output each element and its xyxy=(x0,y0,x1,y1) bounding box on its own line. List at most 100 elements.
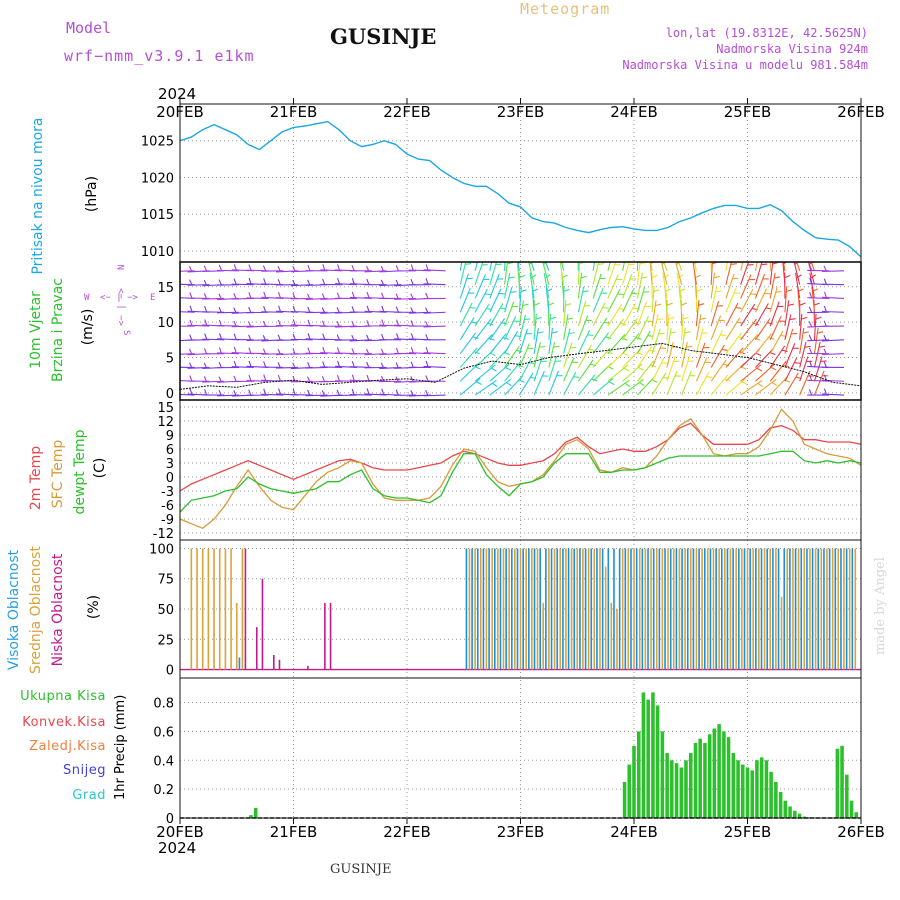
wind-barb xyxy=(518,300,524,327)
altitude-label: Nadmorska Visina 924m xyxy=(716,42,868,56)
wind-barb-feather xyxy=(425,334,429,341)
wind-barb-feather xyxy=(175,349,177,355)
wind-barb-feather xyxy=(175,389,177,395)
wind-barb xyxy=(563,357,575,382)
wind-barb-feather xyxy=(366,291,370,298)
wind-barb-feather xyxy=(425,375,429,382)
wind-barb xyxy=(740,303,756,327)
wind-barb xyxy=(423,311,446,314)
wind-barb-feather xyxy=(721,348,728,352)
wind-barb-feather xyxy=(189,362,193,369)
wind-barb-feather xyxy=(544,274,551,279)
wind-barb-feather xyxy=(491,382,498,388)
wind-barb xyxy=(821,310,844,313)
wind-barb-feather xyxy=(262,320,267,327)
wind-barb-feather xyxy=(663,274,670,279)
wind-barb xyxy=(795,272,801,299)
wind-barb xyxy=(622,378,644,396)
wind-barb-feather xyxy=(781,247,786,250)
wind-barb-feather xyxy=(292,305,296,312)
wind-barb xyxy=(695,342,706,368)
wind-barb xyxy=(563,328,571,354)
precip-bar xyxy=(774,781,778,818)
wind-barb xyxy=(710,262,713,285)
wind-barb xyxy=(474,262,478,271)
wind-barb xyxy=(489,262,498,285)
wind-barb-feather xyxy=(189,279,193,286)
wind-barb-feather xyxy=(263,361,267,368)
wind-ytick-label: 0 xyxy=(166,387,174,402)
wind-barb-feather xyxy=(233,278,237,285)
compass-e-label: E xyxy=(150,293,155,303)
wind-barb-feather xyxy=(505,366,511,371)
wind-barb xyxy=(577,262,579,271)
wind-barb xyxy=(504,301,515,327)
wind-barb xyxy=(807,262,815,285)
wind-barb-feather xyxy=(203,265,208,272)
wind-barb-feather xyxy=(233,390,237,397)
wind-barb-feather xyxy=(204,389,208,396)
wind-barb-feather xyxy=(715,290,722,293)
wind-barb-feather xyxy=(775,291,782,293)
wind-barb xyxy=(681,327,686,354)
frame-layer xyxy=(179,98,862,824)
wind-barb xyxy=(607,318,625,341)
wind-barb-feather xyxy=(248,374,252,381)
temperature-ylabel-dewpt: dewpt Temp xyxy=(72,429,88,514)
wind-barb-feather xyxy=(248,264,252,271)
wind-barb-feather xyxy=(233,333,237,340)
wind-barb xyxy=(725,273,735,299)
wind-barb xyxy=(592,377,614,396)
wind-barb-feather xyxy=(565,303,572,306)
wind-barb-feather xyxy=(602,307,609,309)
wind-barb-feather xyxy=(233,320,237,327)
precip-bar xyxy=(849,800,854,818)
wind-barb-feather xyxy=(656,318,663,321)
wind-barb-feather xyxy=(597,263,605,265)
wind-barb-feather xyxy=(351,320,355,327)
precip-bar xyxy=(726,737,731,818)
wind-barb-feather xyxy=(584,305,591,307)
wind-barb-feather xyxy=(322,264,326,271)
wind-barb-feather xyxy=(563,288,570,292)
wind-barb xyxy=(577,359,594,382)
wind-barb-feather xyxy=(757,382,764,388)
wind-barb-feather xyxy=(189,305,193,312)
wind-barb xyxy=(650,262,653,271)
wind-barb-feather xyxy=(573,376,580,378)
wind-barb xyxy=(607,289,621,313)
wind-barb-feather xyxy=(808,321,813,328)
wind-barb xyxy=(592,332,610,354)
wind-barb xyxy=(408,269,431,272)
wind-barb xyxy=(710,344,725,368)
wind-barb xyxy=(799,356,809,382)
wind-barb xyxy=(755,333,773,354)
wind-barb xyxy=(784,372,799,396)
wind-barb xyxy=(651,343,663,368)
wind-barb-feather xyxy=(262,348,267,355)
wind-ytick-label: 5 xyxy=(166,352,174,367)
wind-barb-feather xyxy=(381,388,385,395)
wind-barb xyxy=(695,328,704,354)
temperature-line-0 xyxy=(179,422,862,492)
wind-barb-feather xyxy=(698,303,705,306)
wind-barb-feather xyxy=(233,361,237,368)
wind-barb xyxy=(636,262,641,285)
wind-barb-feather xyxy=(395,389,399,396)
wind-barb xyxy=(548,370,559,396)
precip-bar xyxy=(698,738,702,818)
wind-barb-feather xyxy=(649,247,654,250)
wind-barb-feather xyxy=(263,306,267,313)
precip-bar xyxy=(712,728,717,818)
wind-barb xyxy=(577,300,587,327)
wind-barb-feather xyxy=(262,265,267,272)
wind-barb xyxy=(246,379,269,382)
wind-barb-feather xyxy=(606,351,613,355)
wind-barb-feather xyxy=(366,348,370,355)
wind-barb-feather xyxy=(336,334,340,341)
wind-barb-feather xyxy=(381,292,385,299)
wind-barb-feather xyxy=(692,247,697,250)
wind-barb-feather xyxy=(522,303,529,307)
wind-barb xyxy=(821,270,844,273)
wind-barb-feather xyxy=(380,362,385,369)
